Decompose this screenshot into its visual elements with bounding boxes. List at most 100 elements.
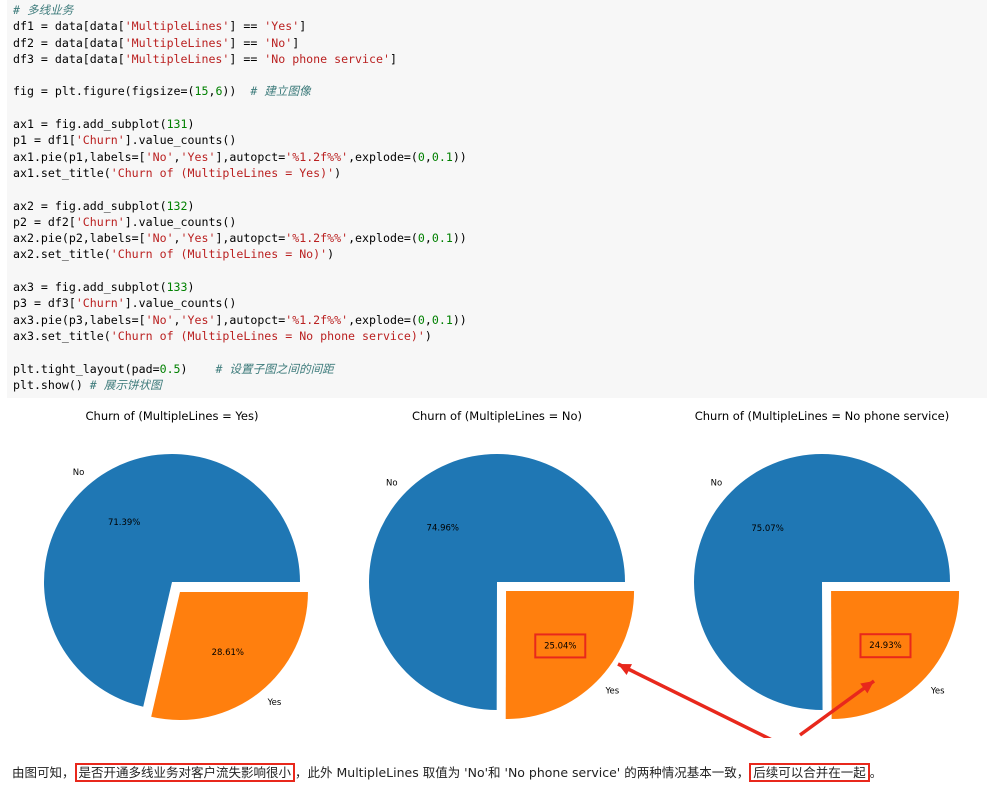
pie-slice-yes xyxy=(151,592,308,721)
code-token: ax2.set_title( xyxy=(13,247,111,262)
code-token: 0.1 xyxy=(431,231,453,246)
code-token: df3 = data[data[ xyxy=(13,51,125,66)
arrow-head xyxy=(860,681,874,694)
code-line: df2 = data[data['MultipleLines'] == 'No'… xyxy=(13,35,467,51)
pie-slice-no xyxy=(44,454,300,707)
code-token: plt.tight_layout(pad= xyxy=(13,361,160,376)
code-line: plt.show() # 展示饼状图 xyxy=(13,377,467,393)
pie-percent-label: 24.93% xyxy=(869,641,901,651)
code-token: ] == xyxy=(229,51,265,66)
code-token: '%1.2f%%' xyxy=(285,312,349,327)
code-token: 0.5 xyxy=(159,361,181,376)
pie-charts: Churn of (MultipleLines = Yes) 71.39% No 28… xyxy=(44,409,960,738)
code-token: ax2 = fig.add_subplot( xyxy=(13,198,167,213)
code-token: , xyxy=(173,149,181,164)
code-token: ].value_counts() xyxy=(124,296,237,311)
code-token: 'MultipleLines' xyxy=(124,35,230,50)
code-line xyxy=(13,344,467,360)
code-token: , xyxy=(173,312,181,327)
code-line: ax2.set_title('Churn of (MultipleLines =… xyxy=(13,246,467,262)
code-token: ,explode=( xyxy=(348,312,418,327)
pie-category-label: No xyxy=(386,478,398,488)
code-token: 'No' xyxy=(145,312,174,327)
code-token: ax1.set_title( xyxy=(13,165,111,180)
code-line: ax2.pie(p2,labels=['No', 'Yes'],autopct='… xyxy=(13,230,467,246)
code-line: p1 = df1['Churn'].value_counts() xyxy=(13,132,467,148)
code-token: # 建立图像 xyxy=(250,84,311,99)
code-token: 'Yes' xyxy=(180,231,216,246)
conclusion-highlight-2: 后续可以合并在一起 xyxy=(749,763,870,782)
code-token: 'Yes' xyxy=(180,149,216,164)
code-token: 'No phone service' xyxy=(264,51,390,66)
code-line xyxy=(13,100,467,116)
code-token: , xyxy=(424,231,432,246)
code-token: ].value_counts() xyxy=(124,133,237,148)
code-editor[interactable]: # 多线业务 df1 = data[data['MultipleLines'] =… xyxy=(13,2,467,393)
code-cell[interactable]: # 多线业务 df1 = data[data['MultipleLines'] =… xyxy=(7,0,987,398)
code-line: ax1.set_title('Churn of (MultipleLines =… xyxy=(13,165,467,181)
code-token: ax3.set_title( xyxy=(13,328,111,343)
code-token: 132 xyxy=(166,198,188,213)
code-line xyxy=(13,181,467,197)
code-token: 'No' xyxy=(145,231,174,246)
code-token: 'Churn' xyxy=(75,296,125,311)
code-token: 'Churn of (MultipleLines = No phone serv… xyxy=(110,328,425,343)
code-token: 'Yes' xyxy=(264,19,300,34)
code-token: , xyxy=(424,312,432,327)
pie-slice-no xyxy=(369,454,625,710)
code-token: 'No' xyxy=(264,35,293,50)
code-token: 0.1 xyxy=(431,149,453,164)
code-line: p2 = df2['Churn'].value_counts() xyxy=(13,214,467,230)
chart-title: Churn of (MultipleLines = No) xyxy=(412,409,582,423)
code-token: )) xyxy=(452,231,467,246)
code-token: 'No' xyxy=(145,149,174,164)
code-token: , xyxy=(424,149,432,164)
code-token: df2 = data[data[ xyxy=(13,35,125,50)
code-line: ax3.pie(p3,labels=['No','Yes'],autopct='… xyxy=(13,312,467,328)
code-line: ax1 = fig.add_subplot(131) xyxy=(13,116,467,132)
highlight-box xyxy=(859,633,912,659)
code-token: ].value_counts() xyxy=(124,214,237,229)
code-token: ] xyxy=(292,35,300,50)
code-token: p3 = df3[ xyxy=(13,296,76,311)
pie-percent-label: 71.39% xyxy=(108,518,140,528)
pie-percent-label: 75.07% xyxy=(751,524,783,534)
arrow-line xyxy=(617,662,772,738)
code-token: # 展示饼状图 xyxy=(89,377,162,392)
code-token: ) xyxy=(187,198,195,213)
code-line: ax2 = fig.add_subplot(132) xyxy=(13,198,467,214)
code-token: 0 xyxy=(417,231,425,246)
code-token: '%1.2f%%' xyxy=(285,231,349,246)
code-token: 'Churn' xyxy=(75,133,125,148)
code-token: 0 xyxy=(417,312,425,327)
code-line xyxy=(13,263,467,279)
code-token: )) xyxy=(452,312,467,327)
code-token: ax3.pie(p3,labels=[ xyxy=(13,312,146,327)
pie-slice-yes xyxy=(505,591,635,720)
code-token: ] xyxy=(299,19,307,34)
code-token: ) xyxy=(187,280,195,295)
code-token: ax3 = fig.add_subplot( xyxy=(13,280,167,295)
code-token: ax2.pie(p2,labels=[ xyxy=(13,231,146,246)
code-token: p1 = df1[ xyxy=(13,133,76,148)
code-token: fig = plt.figure(figsize=( xyxy=(13,84,195,99)
conclusion-part2: ，此外 MultipleLines 取值为 'No'和 'No phone se… xyxy=(295,765,750,780)
code-token: )) xyxy=(452,149,467,164)
code-line: ax3 = fig.add_subplot(133) xyxy=(13,279,467,295)
code-token: , xyxy=(208,84,216,99)
code-line: fig = plt.figure(figsize=(15,6)) # 建立图像 xyxy=(13,83,467,99)
code-token: 'MultipleLines' xyxy=(124,19,230,34)
pie-category-label: Yes xyxy=(267,698,282,708)
highlight-box xyxy=(534,633,587,659)
code-line: ax1.pie(p1,labels=['No','Yes'],autopct='… xyxy=(13,149,467,165)
pie-chart-figure: Churn of (MultipleLines = Yes) 71.39% No 28… xyxy=(0,398,987,738)
code-line: df1 = data[data['MultipleLines'] == 'Yes… xyxy=(13,18,467,34)
code-token: ],autopct= xyxy=(215,231,286,246)
pie-category-label: No xyxy=(711,479,723,489)
code-token: # 多线业务 xyxy=(13,3,74,17)
code-token: ] == xyxy=(229,19,265,34)
conclusion-text: 由图可知， 是否开通多线业务对客户流失影响很小 ，此外 MultipleLines … xyxy=(12,762,982,788)
code-line xyxy=(13,67,467,83)
code-token: # 设置子图之间的间距 xyxy=(215,361,334,376)
code-line: p3 = df3['Churn'].value_counts() xyxy=(13,295,467,311)
